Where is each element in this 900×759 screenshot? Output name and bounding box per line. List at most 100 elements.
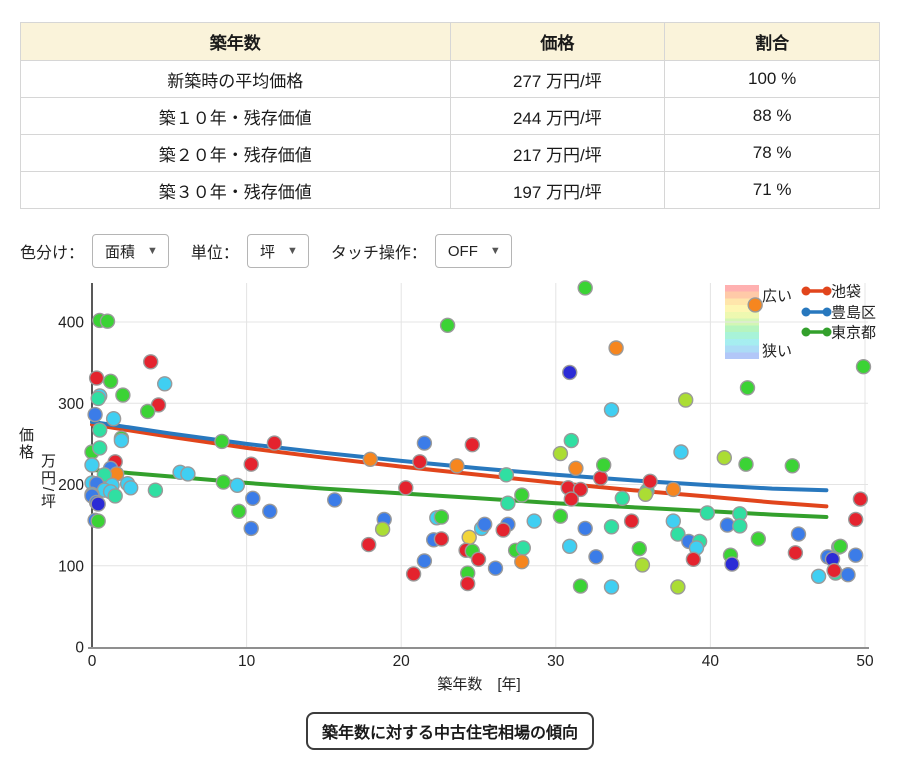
scatter-point[interactable]	[102, 373, 119, 390]
scatter-point[interactable]	[810, 568, 827, 584]
scatter-point[interactable]	[848, 511, 864, 528]
scatter-point[interactable]	[115, 387, 131, 403]
scatter-point[interactable]	[562, 538, 578, 554]
scatter-point[interactable]	[832, 538, 848, 554]
scatter-point[interactable]	[716, 449, 732, 466]
scatter-point[interactable]	[592, 470, 609, 486]
trend-line-東京都[interactable]	[90, 467, 829, 519]
scatter-point[interactable]	[262, 503, 278, 520]
scatter-point[interactable]	[665, 481, 681, 498]
scatter-point[interactable]	[266, 435, 283, 451]
scatter-point[interactable]	[243, 520, 259, 537]
scatter-point[interactable]	[642, 473, 658, 490]
scatter-point[interactable]	[433, 509, 450, 525]
scatter-point[interactable]	[552, 508, 569, 524]
scatter-point[interactable]	[498, 467, 514, 483]
scatter-point[interactable]	[563, 491, 579, 507]
scatter-point[interactable]	[526, 513, 542, 529]
scatter-point[interactable]	[439, 317, 456, 333]
scatter-point[interactable]	[514, 554, 530, 570]
scatter-point[interactable]	[214, 433, 230, 450]
scatter-point[interactable]	[685, 551, 702, 567]
scatter-point[interactable]	[784, 458, 800, 474]
scatter-point[interactable]	[577, 520, 593, 537]
scatter-point[interactable]	[623, 513, 640, 529]
scatter-point[interactable]	[412, 454, 428, 470]
scatter-point[interactable]	[732, 518, 748, 534]
scatter-point[interactable]	[398, 480, 414, 496]
scatter-point[interactable]	[91, 422, 108, 438]
scatter-point[interactable]	[229, 477, 246, 494]
scatter-point[interactable]	[91, 440, 108, 456]
scatter-point[interactable]	[563, 432, 579, 449]
scatter-point[interactable]	[105, 410, 122, 427]
scatter-point[interactable]	[665, 513, 681, 529]
scatter-point[interactable]	[568, 460, 584, 477]
scatter-point[interactable]	[470, 551, 487, 567]
scatter-point[interactable]	[122, 480, 139, 496]
scatter-point[interactable]	[433, 531, 450, 547]
scatter-point[interactable]	[243, 456, 259, 472]
scatter-point[interactable]	[738, 456, 754, 472]
scatter-point[interactable]	[724, 556, 740, 572]
scatter-point[interactable]	[327, 492, 343, 508]
scatter-point[interactable]	[739, 380, 756, 396]
scatter-point[interactable]	[634, 557, 651, 573]
scatter-point[interactable]	[670, 526, 686, 542]
scatter-point[interactable]	[840, 567, 856, 583]
scatter-point[interactable]	[180, 466, 196, 482]
scatter-point[interactable]	[603, 402, 620, 418]
scatter-point[interactable]	[790, 526, 807, 542]
scatter-point[interactable]	[614, 490, 630, 507]
scatter-point[interactable]	[107, 488, 123, 504]
scatter-point[interactable]	[852, 491, 869, 507]
scatter-point[interactable]	[405, 566, 422, 582]
scatter-point[interactable]	[572, 578, 589, 594]
scatter-point[interactable]	[826, 562, 842, 579]
scatter-point[interactable]	[215, 474, 232, 490]
scatter-point[interactable]	[460, 575, 476, 592]
scatter-point[interactable]	[461, 529, 477, 545]
scatter-point[interactable]	[552, 445, 569, 462]
scatter-point[interactable]	[362, 451, 378, 468]
scatter-point[interactable]	[90, 390, 106, 407]
scatter-point[interactable]	[142, 354, 159, 370]
touch-select[interactable]: OFF ▼	[434, 234, 512, 268]
scatter-point[interactable]	[572, 481, 589, 498]
scatter-point[interactable]	[87, 406, 103, 423]
scatter-point[interactable]	[361, 536, 377, 553]
scatter-point[interactable]	[670, 579, 686, 595]
scatter-point[interactable]	[156, 376, 173, 392]
scatter-point[interactable]	[487, 560, 504, 576]
scatter-point[interactable]	[699, 505, 715, 521]
scatter-point[interactable]	[673, 444, 689, 460]
scatter-point[interactable]	[608, 340, 624, 356]
scatter-point[interactable]	[88, 370, 105, 386]
scatter-point[interactable]	[113, 432, 130, 449]
scatter-point[interactable]	[848, 547, 864, 563]
scatter-point[interactable]	[90, 513, 106, 529]
scatter-point[interactable]	[416, 553, 433, 569]
scatter-point[interactable]	[747, 297, 763, 313]
scatter-point[interactable]	[147, 482, 164, 498]
scatter-point[interactable]	[637, 486, 654, 503]
scatter-point[interactable]	[603, 519, 620, 535]
scatter-point[interactable]	[603, 579, 620, 595]
scatter-point[interactable]	[515, 540, 531, 556]
scatter-point[interactable]	[464, 436, 480, 453]
scatter-point[interactable]	[562, 364, 578, 381]
scatter-point[interactable]	[500, 495, 516, 511]
scatter-point[interactable]	[787, 545, 804, 561]
scatter-point[interactable]	[678, 392, 694, 408]
scatter-point[interactable]	[374, 521, 391, 537]
scatter-point[interactable]	[449, 458, 465, 474]
scatter-point[interactable]	[596, 457, 612, 473]
scatter-point[interactable]	[750, 531, 766, 547]
scatter-point[interactable]	[477, 516, 493, 532]
scatter-point[interactable]	[90, 496, 106, 512]
unit-select[interactable]: 坪 ▼	[246, 234, 309, 268]
color-by-select[interactable]: 面積 ▼	[92, 234, 169, 268]
scatter-point[interactable]	[245, 490, 261, 507]
scatter-point[interactable]	[416, 435, 433, 451]
